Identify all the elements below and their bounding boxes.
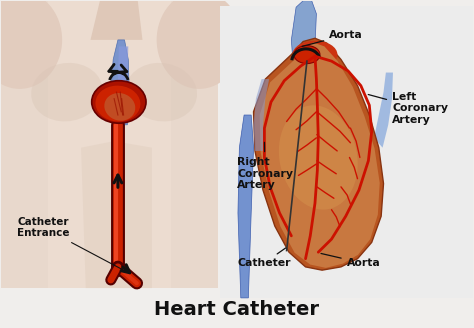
- Polygon shape: [91, 1, 143, 40]
- Polygon shape: [292, 1, 317, 72]
- Ellipse shape: [95, 86, 140, 121]
- Polygon shape: [111, 40, 129, 125]
- Polygon shape: [260, 43, 380, 268]
- Ellipse shape: [156, 0, 242, 89]
- Ellipse shape: [104, 93, 135, 121]
- Polygon shape: [81, 141, 152, 288]
- Ellipse shape: [91, 81, 146, 123]
- Ellipse shape: [0, 0, 62, 89]
- Polygon shape: [374, 72, 393, 148]
- Polygon shape: [254, 79, 269, 151]
- Text: Catheter: Catheter: [237, 248, 291, 268]
- Ellipse shape: [279, 105, 358, 210]
- Text: Aorta: Aorta: [321, 254, 381, 268]
- Ellipse shape: [294, 46, 320, 64]
- Polygon shape: [48, 1, 171, 288]
- Polygon shape: [118, 47, 128, 115]
- Ellipse shape: [292, 41, 337, 69]
- Ellipse shape: [126, 63, 197, 121]
- Bar: [220, 6, 474, 298]
- Text: Heart Catheter: Heart Catheter: [155, 300, 319, 319]
- Text: Right
Coronary
Artery: Right Coronary Artery: [237, 142, 293, 190]
- Polygon shape: [238, 115, 254, 298]
- Text: Left
Coronary
Artery: Left Coronary Artery: [368, 92, 448, 125]
- Polygon shape: [0, 1, 218, 288]
- Ellipse shape: [31, 63, 102, 121]
- Text: Catheter
Entrance: Catheter Entrance: [17, 217, 127, 272]
- Text: Aorta: Aorta: [302, 30, 363, 46]
- Polygon shape: [254, 38, 383, 270]
